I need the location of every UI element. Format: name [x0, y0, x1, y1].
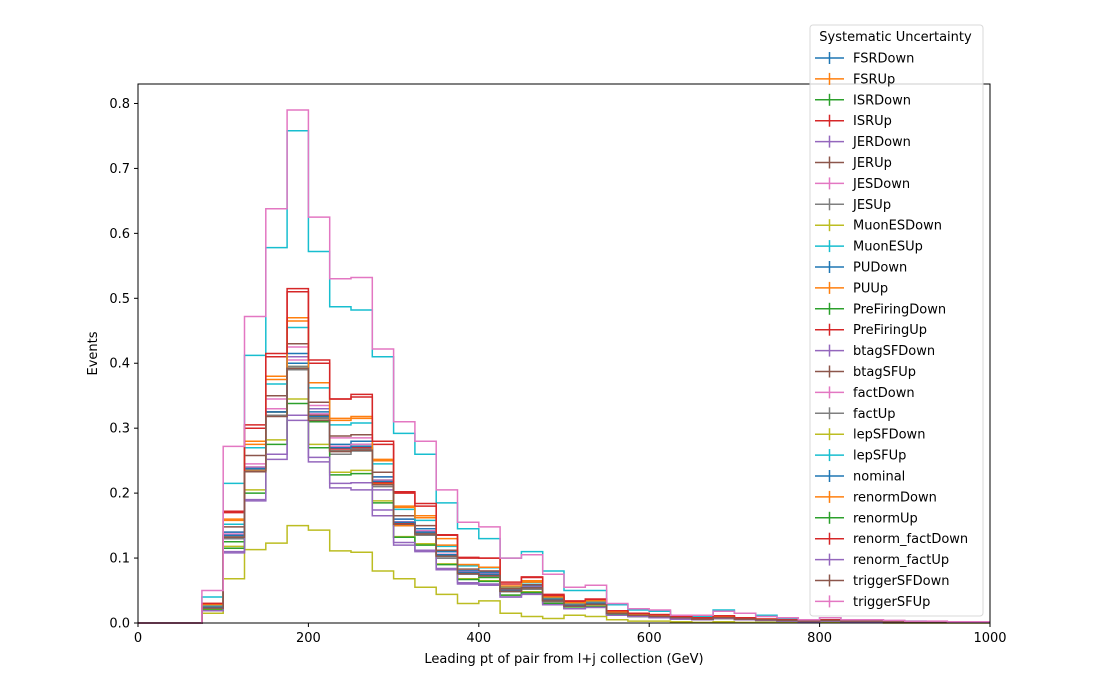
y-tick-label: 0.0 [109, 617, 130, 632]
legend-item-renorm_factDown: renorm_factDown [815, 532, 968, 547]
legend-label: factUp [853, 407, 896, 422]
series-line-MuonESDown [138, 524, 990, 624]
legend-label: FSRUp [853, 72, 895, 87]
series-line-triggerSFDown [138, 367, 990, 624]
y-tick-label: 0.3 [109, 422, 130, 437]
legend-item-FSRDown: FSRDown [815, 52, 914, 67]
legend-label: ISRUp [853, 114, 892, 129]
x-tick-label: 200 [296, 631, 321, 646]
legend-label: PUDown [853, 261, 907, 276]
legend-items: FSRDown FSRUp ISRDown ISRUp JERDown JERUp JESD… [815, 52, 968, 610]
legend-item-factUp: factUp [815, 407, 896, 422]
legend-label: renorm_factUp [853, 553, 949, 568]
y-tick-label: 0.7 [109, 162, 130, 177]
legend-label: ISRDown [853, 93, 911, 108]
x-axis-label: Leading pt of pair from l+j collection (… [424, 652, 703, 667]
legend-item-btagSFUp: btagSFUp [815, 365, 916, 380]
plot-frame [137, 83, 991, 624]
y-tick-label: 0.6 [109, 227, 130, 242]
legend-label: btagSFUp [853, 365, 916, 380]
legend-item-lepSFDown: lepSFDown [815, 428, 925, 443]
x-tick-label: 600 [637, 631, 662, 646]
y-axis: 0.0 0.1 0.2 0.3 0.4 0.5 0.6 0.7 0.8 [109, 97, 138, 632]
legend-label: JERDown [852, 135, 911, 150]
legend-label: nominal [853, 470, 905, 485]
legend-label: renorm_factDown [853, 532, 968, 547]
legend-item-JESDown: JESDown [815, 177, 910, 192]
legend-label: triggerSFUp [853, 595, 930, 610]
legend-item-PUUp: PUUp [815, 281, 888, 296]
legend-item-JERUp: JERUp [815, 156, 892, 171]
legend-label: JESUp [852, 198, 891, 213]
legend-label: PreFiringDown [853, 302, 946, 317]
legend-label: JERUp [852, 156, 892, 171]
legend-item-PUDown: PUDown [815, 261, 907, 276]
legend-item-MuonESDown: MuonESDown [815, 219, 942, 234]
legend-label: renormDown [853, 490, 937, 505]
legend: Systematic Uncertainty FSRDown FSRUp ISRDo… [809, 24, 984, 617]
legend-label: JESDown [852, 177, 910, 192]
legend-label: MuonESDown [853, 219, 942, 234]
legend-item-ISRDown: ISRDown [815, 93, 911, 108]
legend-item-PreFiringUp: PreFiringUp [815, 323, 927, 338]
x-axis: 0 200 400 600 800 1000 [134, 623, 1007, 646]
legend-item-renormUp: renormUp [815, 511, 918, 526]
legend-item-renormDown: renormDown [815, 490, 937, 505]
x-tick-label: 0 [134, 631, 142, 646]
legend-title: Systematic Uncertainty [819, 30, 972, 45]
legend-item-PreFiringDown: PreFiringDown [815, 302, 946, 317]
legend-item-triggerSFDown: triggerSFDown [815, 574, 949, 589]
series-line-triggerSFUp [138, 109, 990, 624]
legend-item-btagSFDown: btagSFDown [815, 344, 935, 359]
legend-item-nominal: nominal [815, 470, 905, 485]
legend-item-lepSFUp: lepSFUp [815, 449, 906, 464]
legend-item-renorm_factUp: renorm_factUp [815, 553, 949, 568]
x-tick-label: 400 [466, 631, 491, 646]
x-tick-label: 1000 [973, 631, 1006, 646]
legend-item-triggerSFUp: triggerSFUp [815, 595, 930, 610]
legend-item-FSRUp: FSRUp [815, 72, 895, 87]
legend-item-ISRUp: ISRUp [815, 114, 892, 129]
legend-label: PUUp [853, 281, 888, 296]
legend-label: renormUp [853, 511, 918, 526]
series-layer [138, 109, 990, 624]
legend-label: triggerSFDown [853, 574, 949, 589]
y-tick-label: 0.8 [109, 97, 130, 112]
legend-label: FSRDown [853, 52, 914, 67]
y-tick-label: 0.1 [109, 552, 130, 567]
y-tick-label: 0.2 [109, 487, 130, 502]
legend-label: lepSFDown [853, 428, 925, 443]
legend-item-JESUp: JESUp [815, 198, 891, 213]
legend-label: PreFiringUp [853, 323, 927, 338]
legend-item-MuonESUp: MuonESUp [815, 240, 923, 255]
legend-label: btagSFDown [853, 344, 935, 359]
y-tick-label: 0.4 [109, 357, 130, 372]
x-tick-label: 800 [807, 631, 832, 646]
legend-label: lepSFUp [853, 449, 906, 464]
legend-item-factDown: factDown [815, 386, 915, 401]
legend-label: MuonESUp [853, 240, 923, 255]
legend-item-JERDown: JERDown [815, 135, 911, 150]
legend-label: factDown [853, 386, 915, 401]
y-axis-label: Events [86, 331, 101, 375]
legend-box [809, 24, 984, 617]
y-tick-label: 0.5 [109, 292, 130, 307]
